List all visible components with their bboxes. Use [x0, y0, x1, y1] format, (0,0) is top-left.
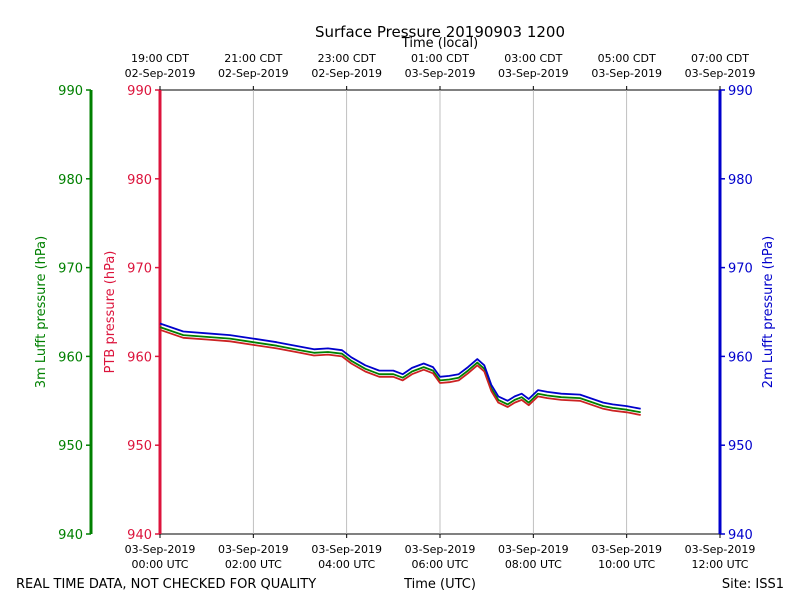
- x-ticks: 03-Sep-2019 00:00 UTC 19:00 CDT 02-Sep-2019…: [125, 52, 756, 571]
- y-ticks: 990 980 970 960 950 940 990 980 970 960 950 940 990 9…: [58, 84, 753, 543]
- top-xtick-time: 01:00 CDT: [411, 52, 469, 65]
- chart-title: Surface Pressure 20190903 1200: [315, 23, 565, 41]
- top-xtick-date: 03-Sep-2019: [591, 67, 662, 80]
- top-xtick-date: 02-Sep-2019: [218, 67, 289, 80]
- x-axis-label: Time (UTC): [403, 577, 476, 592]
- left-inner-ytick-label: 970: [127, 262, 152, 277]
- left-inner-ytick-label: 980: [127, 173, 152, 188]
- left-outer-ytick-label: 960: [58, 350, 83, 365]
- series-line-ptb-pressure: [159, 328, 641, 416]
- top-xtick-time: 03:00 CDT: [504, 52, 562, 65]
- series-lines: [159, 322, 641, 416]
- top-xtick-date: 03-Sep-2019: [405, 67, 476, 80]
- left-outer-ytick-label: 950: [58, 439, 83, 454]
- bottom-xtick-time: 04:00 UTC: [318, 558, 375, 571]
- top-xtick-time: 07:00 CDT: [691, 52, 749, 65]
- right-ytick-label: 950: [728, 439, 753, 454]
- bottom-xtick-time: 06:00 UTC: [411, 558, 468, 571]
- right-ytick-label: 940: [728, 528, 753, 543]
- left-inner-ylabel: PTB pressure (hPa): [103, 251, 118, 374]
- left-outer-ytick-label: 940: [58, 528, 83, 543]
- left-inner-ytick-label: 940: [127, 528, 152, 543]
- top-xtick-time: 05:00 CDT: [598, 52, 656, 65]
- top-xtick-date: 03-Sep-2019: [685, 67, 756, 80]
- gridlines: [252, 90, 628, 534]
- top-xtick-time: 19:00 CDT: [131, 52, 189, 65]
- left-inner-ytick-label: 990: [127, 84, 152, 99]
- series-line-3m-lufft-pressure: [159, 326, 641, 414]
- top-xtick-time: 23:00 CDT: [318, 52, 376, 65]
- right-ytick-label: 970: [728, 262, 753, 277]
- left-outer-ytick-label: 980: [58, 173, 83, 188]
- right-ytick-label: 960: [728, 350, 753, 365]
- left-inner-ytick-label: 960: [127, 350, 152, 365]
- left-outer-ytick-label: 990: [58, 84, 83, 99]
- top-axis-label: Time (local): [401, 36, 478, 51]
- bottom-xtick-date: 03-Sep-2019: [685, 543, 756, 556]
- series-line-2m-lufft-pressure: [159, 322, 641, 410]
- left-outer-ytick-label: 970: [58, 262, 83, 277]
- bottom-xtick-date: 03-Sep-2019: [405, 543, 476, 556]
- bottom-xtick-time: 00:00 UTC: [131, 558, 188, 571]
- bottom-xtick-date: 03-Sep-2019: [311, 543, 382, 556]
- right-ytick-label: 990: [728, 84, 753, 99]
- bottom-xtick-date: 03-Sep-2019: [591, 543, 662, 556]
- site-label: Site: ISS1: [722, 577, 784, 592]
- bottom-xtick-date: 03-Sep-2019: [498, 543, 569, 556]
- right-ytick-label: 980: [728, 173, 753, 188]
- bottom-xtick-time: 08:00 UTC: [505, 558, 562, 571]
- quality-note: REAL TIME DATA, NOT CHECKED FOR QUALITY: [16, 577, 316, 592]
- top-xtick-date: 02-Sep-2019: [125, 67, 196, 80]
- bottom-xtick-date: 03-Sep-2019: [218, 543, 289, 556]
- bottom-xtick-time: 12:00 UTC: [691, 558, 748, 571]
- top-xtick-time: 21:00 CDT: [224, 52, 282, 65]
- bottom-xtick-time: 10:00 UTC: [598, 558, 655, 571]
- right-ylabel: 2m Lufft pressure (hPa): [761, 236, 776, 388]
- left-inner-ytick-label: 950: [127, 439, 152, 454]
- top-xtick-date: 03-Sep-2019: [498, 67, 569, 80]
- bottom-xtick-time: 02:00 UTC: [225, 558, 282, 571]
- left-outer-ylabel: 3m Lufft pressure (hPa): [34, 236, 49, 388]
- bottom-xtick-date: 03-Sep-2019: [125, 543, 196, 556]
- top-xtick-date: 02-Sep-2019: [311, 67, 382, 80]
